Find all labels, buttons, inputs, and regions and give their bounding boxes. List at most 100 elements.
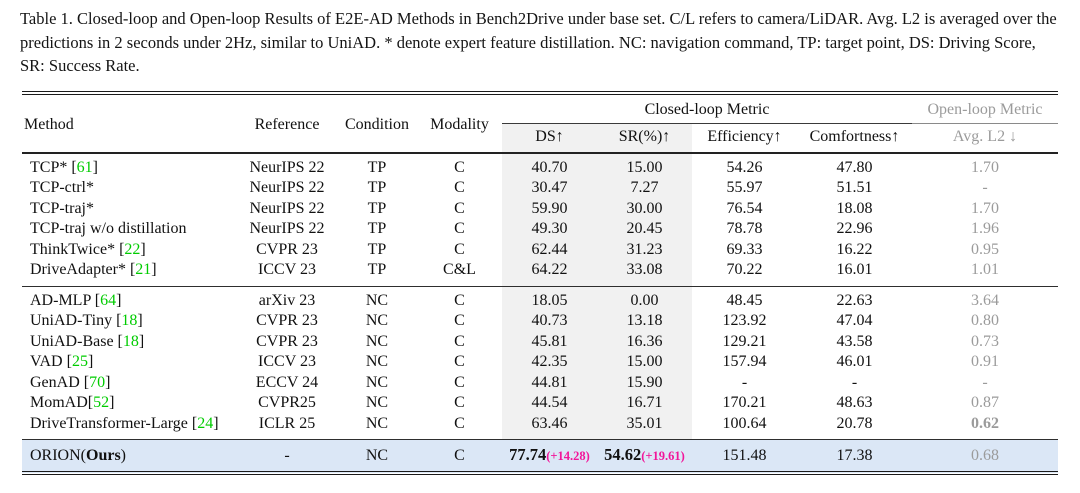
method-name: DriveTransformer-Large bbox=[30, 414, 192, 432]
reference-cell: CVPR25 bbox=[258, 394, 316, 412]
efficiency-cell: 69.33 bbox=[726, 240, 763, 258]
avg-l2-cell: - bbox=[982, 179, 988, 197]
modality-cell: C bbox=[454, 220, 465, 238]
col-header-reference: Reference bbox=[254, 116, 320, 134]
highlight-row-orion: ORION(Ours) - NC C 77.74(+14.28) 54.62(+… bbox=[22, 439, 1058, 474]
reference-cell: ICCV 23 bbox=[258, 261, 316, 279]
modality-cell: C bbox=[454, 373, 465, 391]
ds-cell: 63.46 bbox=[502, 413, 597, 440]
reference-cell: CVPR 23 bbox=[256, 240, 318, 258]
citation-link[interactable]: 18 bbox=[121, 312, 138, 330]
efficiency-cell: 123.92 bbox=[722, 312, 767, 330]
col-header-condition: Condition bbox=[344, 116, 409, 134]
col-header-efficiency: Efficiency↑ bbox=[707, 127, 782, 145]
modality-cell: C bbox=[454, 158, 465, 176]
group-header-closed-loop: Closed-loop Metric bbox=[502, 92, 912, 124]
citation-link[interactable]: 18 bbox=[122, 332, 139, 350]
modality-cell: C bbox=[454, 199, 465, 217]
citation-link[interactable]: 70 bbox=[89, 373, 106, 391]
efficiency-cell: 100.64 bbox=[722, 414, 767, 432]
comfortness-cell: 43.58 bbox=[836, 332, 873, 350]
citation-link[interactable]: 22 bbox=[124, 240, 141, 258]
citation-link[interactable]: 24 bbox=[197, 414, 214, 432]
avg-l2-cell: 0.95 bbox=[971, 240, 999, 258]
comfortness-cell: 16.22 bbox=[836, 240, 873, 258]
ds-cell: 40.70 bbox=[502, 152, 597, 179]
modality-cell: C bbox=[454, 353, 465, 371]
avg-l2-cell: 0.62 bbox=[971, 414, 999, 432]
condition-cell: NC bbox=[365, 291, 389, 309]
comfortness-cell: 22.96 bbox=[836, 220, 873, 238]
reference-cell: CVPR 23 bbox=[256, 332, 318, 350]
sr-cell: 33.08 bbox=[597, 260, 692, 287]
table-row: ThinkTwice* [22] CVPR 23 TP C 62.44 31.23 69.3… bbox=[22, 239, 1058, 261]
col-header-modality: Modality bbox=[430, 116, 489, 134]
condition-cell: NC bbox=[365, 312, 389, 330]
group-header-open-loop: Open-loop Metric bbox=[912, 92, 1058, 124]
col-header-sr: SR(%)↑ bbox=[597, 123, 692, 153]
col-header-avg-l2: Avg. L2 ↓ bbox=[952, 127, 1018, 145]
ds-cell: 59.90 bbox=[502, 198, 597, 220]
method-name-ours: Ours bbox=[86, 446, 121, 464]
ds-delta: (+14.28) bbox=[546, 449, 590, 464]
ds-cell: 64.22 bbox=[502, 260, 597, 287]
ds-cell: 18.05 bbox=[502, 286, 597, 312]
table-row: GenAD [70] ECCV 24 NC C 44.81 15.90 - - - bbox=[22, 372, 1058, 394]
efficiency-cell: 54.26 bbox=[726, 158, 763, 176]
comfortness-cell: 20.78 bbox=[836, 414, 873, 432]
avg-l2-cell: 1.70 bbox=[971, 158, 999, 176]
condition-cell: TP bbox=[367, 179, 387, 197]
comfortness-cell: 46.01 bbox=[836, 353, 873, 371]
table-caption: Table 1. Closed-loop and Open-loop Resul… bbox=[20, 9, 1057, 76]
sr-cell: 16.36 bbox=[597, 331, 692, 353]
table-row: TCP* [61] NeurIPS 22 TP C 40.70 15.00 54.26 47.… bbox=[22, 152, 1058, 179]
citation-link[interactable]: 25 bbox=[71, 353, 88, 371]
modality-cell: C bbox=[454, 312, 465, 330]
method-name: UniAD-Base bbox=[30, 332, 118, 350]
citation-link[interactable]: 64 bbox=[100, 291, 117, 309]
table-header: Method Reference Condition Modality Clos… bbox=[22, 92, 1058, 153]
ds-value: 77.74 bbox=[509, 445, 547, 465]
efficiency-cell: 151.48 bbox=[692, 439, 797, 474]
reference-cell: arXiv 23 bbox=[258, 291, 316, 309]
citation-link[interactable]: 52 bbox=[93, 394, 110, 412]
avg-l2-cell: - bbox=[982, 373, 988, 391]
method-cell: DriveTransformer-Large [24] bbox=[30, 414, 219, 432]
table-row: UniAD-Tiny [18] CVPR 23 NC C 40.73 13.18 123.9… bbox=[22, 311, 1058, 332]
efficiency-cell: 78.78 bbox=[726, 220, 763, 238]
ds-cell: 42.35 bbox=[502, 352, 597, 373]
sr-value: 54.62 bbox=[604, 445, 642, 465]
method-name: VAD bbox=[30, 353, 67, 371]
modality-cell: C bbox=[454, 332, 465, 350]
comfortness-cell: 18.08 bbox=[836, 199, 873, 217]
citation-link[interactable]: 61 bbox=[76, 158, 93, 176]
table-row: VAD [25] ICCV 23 NC C 42.35 15.00 157.94 46.01 0… bbox=[22, 352, 1058, 373]
ds-cell: 44.81 bbox=[502, 372, 597, 394]
reference-cell: NeurIPS 22 bbox=[249, 158, 325, 176]
modality-cell: C bbox=[417, 439, 502, 474]
avg-l2-cell: 0.87 bbox=[971, 394, 999, 412]
sr-cell: 15.90 bbox=[597, 372, 692, 394]
reference-cell: - bbox=[237, 439, 337, 474]
avg-l2-cell: 0.80 bbox=[971, 312, 999, 330]
avg-l2-cell: 0.68 bbox=[912, 439, 1058, 474]
sr-cell: 20.45 bbox=[597, 219, 692, 240]
method-cell: DriveAdapter* [21] bbox=[30, 261, 157, 279]
avg-l2-cell: 1.70 bbox=[971, 199, 999, 217]
reference-cell: ECCV 24 bbox=[255, 373, 319, 391]
method-name: ThinkTwice* bbox=[30, 240, 120, 258]
condition-cell: NC bbox=[365, 353, 389, 371]
efficiency-cell: 129.21 bbox=[722, 332, 767, 350]
condition-cell: NC bbox=[337, 439, 417, 474]
condition-cell: TP bbox=[367, 220, 387, 238]
avg-l2-cell: 3.64 bbox=[971, 291, 999, 309]
citation-link[interactable]: 21 bbox=[135, 261, 152, 279]
comfortness-cell: 17.38 bbox=[797, 439, 912, 474]
condition-cell: TP bbox=[367, 240, 387, 258]
table-group-nav-command: AD-MLP [64] arXiv 23 NC C 18.05 0.00 48.45 22.6… bbox=[22, 286, 1058, 440]
table-row: TCP-ctrl* NeurIPS 22 TP C 30.47 7.27 55.97 51.5… bbox=[22, 178, 1058, 199]
table-row: DriveTransformer-Large [24] ICLR 25 NC C 63.… bbox=[22, 413, 1058, 440]
condition-cell: NC bbox=[365, 394, 389, 412]
avg-l2-cell: 0.73 bbox=[971, 332, 999, 350]
condition-cell: NC bbox=[365, 332, 389, 350]
